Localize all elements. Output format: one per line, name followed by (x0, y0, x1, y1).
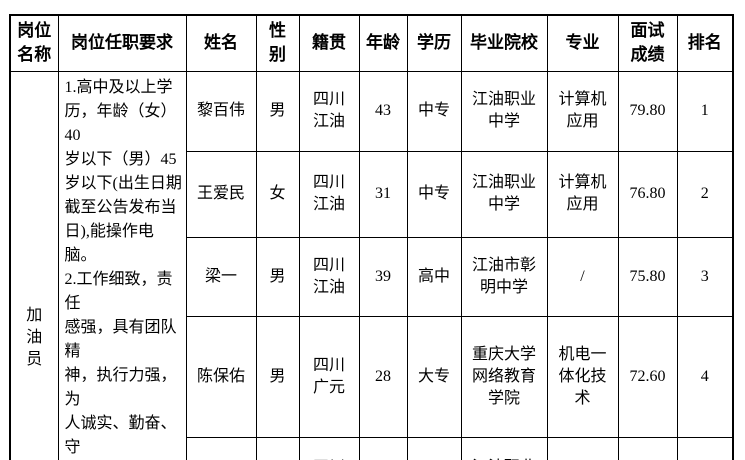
cell-major: 计算机 应用 (546, 151, 619, 238)
cell-native-place: 四川 广元 (298, 315, 360, 438)
cell-school: 江油市彰 明中学 (460, 236, 548, 317)
cell-interview-score: 79.80 (617, 70, 678, 153)
position-cell: 加油员 (9, 70, 59, 460)
cell-major: 计算机 应用 (546, 70, 619, 153)
cell-gender: 男 (255, 70, 300, 153)
header-age: 年龄 (358, 14, 408, 72)
cell-interview-score: 72.60 (617, 315, 678, 438)
cell-rank: 3 (676, 236, 734, 317)
cell-age: 31 (358, 151, 408, 238)
cell-education: 中专 (406, 436, 462, 460)
interview-results-table: 岗位 名称 岗位任职要求 姓名 性 别 籍贯 年龄 学历 毕业院校 专业 面试 … (9, 14, 734, 460)
table-row: 陈保佑 男 四川 广元 28 大专 重庆大学 网络教育 学院 机电一 体化技 术… (10, 315, 734, 438)
cell-rank: 1 (676, 70, 734, 153)
cell-name: 王爱民 (185, 151, 257, 238)
cell-school: 江油职业 中学 (460, 436, 548, 460)
cell-rank: 5 (676, 436, 734, 460)
cell-education: 中专 (406, 151, 462, 238)
cell-education: 大专 (406, 315, 462, 438)
cell-gender: 男 (255, 236, 300, 317)
cell-native-place: 四川 江油 (298, 236, 360, 317)
header-gender: 性 别 (255, 14, 300, 72)
cell-major: 机电一 体化技 术 (546, 315, 619, 438)
cell-school: 江油职业 中学 (460, 151, 548, 238)
table-row: 梁一 男 四川 江油 39 高中 江油市彰 明中学 / 75.80 3 (10, 236, 734, 317)
table-row: 王爱民 女 四川 江油 31 中专 江油职业 中学 计算机 应用 76.80 2 (10, 151, 734, 238)
cell-name: 杨文琼 (185, 436, 257, 460)
table-row: 加油员 1.高中及以上学 历，年龄（女）40 岁以下（男）45 岁以下(出生日期… (9, 70, 734, 460)
cell-school: 江油职业 中学 (460, 70, 548, 153)
cell-major: / (546, 236, 619, 317)
header-name: 姓名 (185, 14, 257, 72)
cell-age: 43 (358, 70, 408, 153)
cell-rank: 4 (676, 315, 734, 438)
header-native-place: 籍贯 (298, 14, 360, 72)
cell-school: 重庆大学 网络教育 学院 (460, 315, 548, 438)
cell-education: 高中 (406, 236, 462, 317)
cell-native-place: 四川 江油 (298, 70, 360, 153)
cell-interview-score: 76.80 (617, 151, 678, 238)
position-label: 加油员 (26, 306, 43, 368)
cell-native-place: 四川 绵阳 (298, 436, 360, 460)
header-interview-score: 面试 成绩 (617, 14, 678, 72)
header-requirements: 岗位任职要求 (57, 14, 187, 72)
cell-interview-score: 63.00 (617, 436, 678, 460)
cell-gender: 女 (255, 436, 300, 460)
header-rank: 排名 (676, 14, 734, 72)
header-education: 学历 (406, 14, 462, 72)
cell-education: 中专 (406, 70, 462, 153)
cell-gender: 女 (255, 151, 300, 238)
cell-gender: 男 (255, 315, 300, 438)
cell-name: 黎百伟 (185, 70, 257, 153)
header-school: 毕业院校 (460, 14, 548, 72)
cell-name: 陈保佑 (185, 315, 257, 438)
cell-major: 财会 (546, 436, 619, 460)
cell-age: 39 (358, 236, 408, 317)
header-position-name: 岗位 名称 (9, 14, 59, 72)
cell-interview-score: 75.80 (617, 236, 678, 317)
cell-rank: 2 (676, 151, 734, 238)
cell-age: 28 (358, 315, 408, 438)
cell-native-place: 四川 江油 (298, 151, 360, 238)
cell-name: 梁一 (185, 236, 257, 317)
table-row: 杨文琼 女 四川 绵阳 25 中专 江油职业 中学 财会 63.00 5 (10, 436, 734, 460)
cell-age: 25 (358, 436, 408, 460)
header-row: 岗位 名称 岗位任职要求 姓名 性 别 籍贯 年龄 学历 毕业院校 专业 面试 … (9, 14, 734, 72)
header-major: 专业 (546, 14, 619, 72)
requirements-cell: 1.高中及以上学 历，年龄（女）40 岁以下（男）45 岁以下(出生日期 截至公… (57, 70, 187, 460)
